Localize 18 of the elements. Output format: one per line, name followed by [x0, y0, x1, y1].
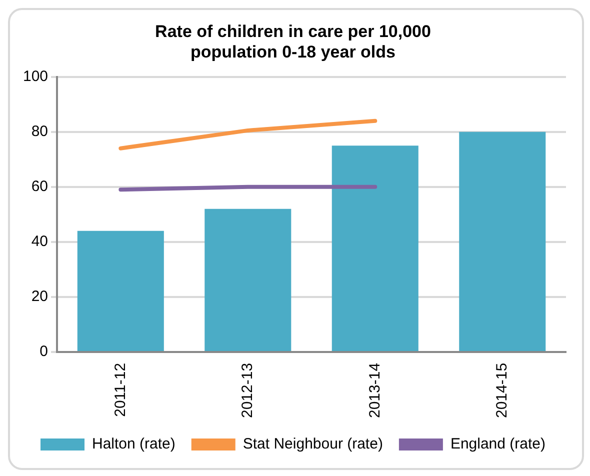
- bar: [332, 146, 418, 351]
- x-tick-label: 2011-12: [112, 362, 129, 417]
- bar: [459, 132, 546, 351]
- bar: [77, 230, 164, 351]
- chart-title: Rate of children in care per 10,000 population 0-18 year olds: [155, 22, 431, 62]
- legend-label: Halton (rate): [92, 436, 176, 453]
- y-tick-label: 40: [31, 233, 48, 250]
- x-tick-label: 2012-13: [239, 362, 256, 418]
- y-tick-label: 80: [31, 122, 48, 140]
- legend-label: Stat Neighbour (rate): [242, 436, 383, 453]
- x-tick-label: 2013-14: [366, 362, 384, 418]
- bar: [204, 208, 292, 351]
- y-tick-label: 60: [31, 178, 48, 195]
- y-tick-label: 0: [40, 343, 48, 360]
- legend-label: England (rate): [450, 436, 546, 453]
- y-tick-label: 100: [22, 68, 48, 85]
- x-tick-label: 2014-15: [494, 362, 511, 418]
- y-tick-label: 20: [31, 288, 48, 306]
